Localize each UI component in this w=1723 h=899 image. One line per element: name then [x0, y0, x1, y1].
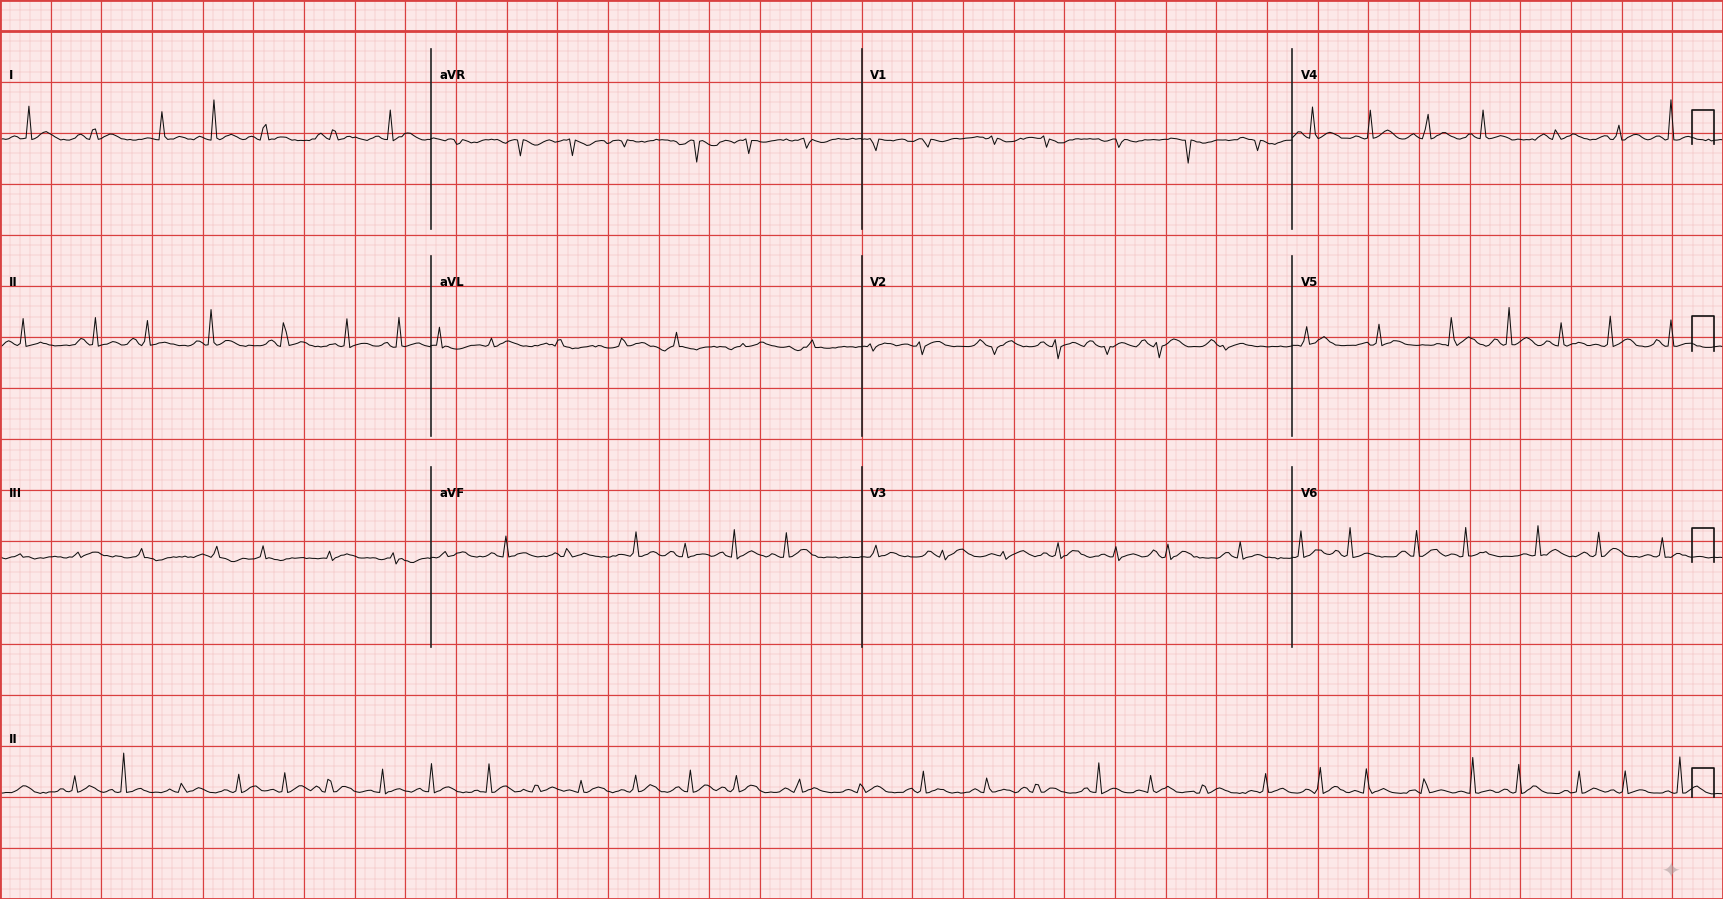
Text: ✦: ✦ [1661, 863, 1680, 883]
Text: V2: V2 [870, 276, 887, 289]
Text: I: I [9, 69, 14, 82]
Text: V5: V5 [1301, 276, 1318, 289]
Text: aVF: aVF [439, 487, 465, 500]
Text: V3: V3 [870, 487, 887, 500]
Text: II: II [9, 734, 17, 746]
Text: aVL: aVL [439, 276, 463, 289]
Text: V1: V1 [870, 69, 887, 82]
Text: II: II [9, 276, 17, 289]
Text: aVR: aVR [439, 69, 465, 82]
Text: V6: V6 [1301, 487, 1318, 500]
Text: V4: V4 [1301, 69, 1318, 82]
Text: III: III [9, 487, 22, 500]
